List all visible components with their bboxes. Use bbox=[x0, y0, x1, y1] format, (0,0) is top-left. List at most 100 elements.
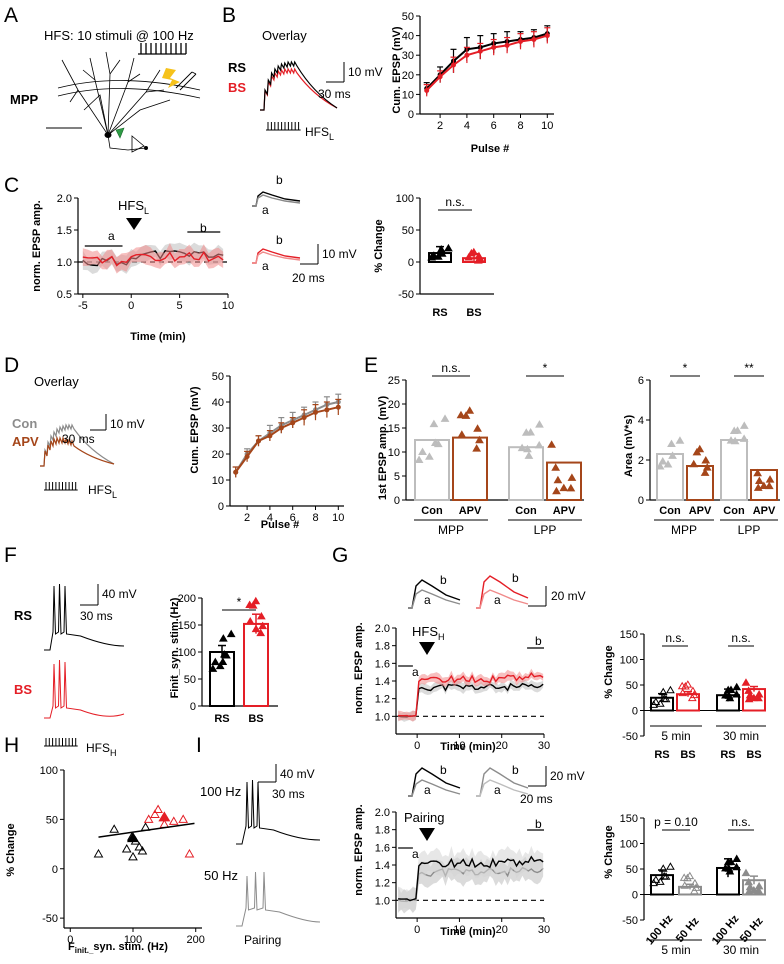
data-point bbox=[414, 455, 424, 463]
data-point bbox=[566, 483, 576, 492]
stim-arrow-icon bbox=[126, 218, 142, 230]
y-tick-label: 1.2 bbox=[375, 694, 390, 706]
data-point bbox=[290, 420, 296, 426]
scale-20mv: 20 mV bbox=[551, 589, 586, 603]
y-tick-label: 1.0 bbox=[57, 257, 72, 269]
group-label: 30 min bbox=[723, 729, 759, 743]
data-point bbox=[666, 862, 675, 870]
bs-label: BS bbox=[14, 682, 32, 697]
apv-label: APV bbox=[12, 434, 39, 449]
data-point bbox=[518, 38, 523, 44]
y-tick-label: 10 bbox=[388, 447, 400, 459]
data-point bbox=[702, 463, 712, 471]
y-tick-label: 0 bbox=[408, 257, 414, 269]
y-tick-label: 4 bbox=[638, 415, 644, 427]
x-tick-label: 4 bbox=[464, 120, 470, 132]
data-point bbox=[256, 438, 261, 444]
data-point bbox=[244, 454, 250, 460]
data-point bbox=[732, 682, 742, 691]
x-axis-label: Time (min) bbox=[440, 741, 496, 753]
category-label: APV bbox=[689, 505, 712, 517]
y-tick-label: 0 bbox=[632, 706, 638, 718]
data-point bbox=[745, 690, 755, 699]
bs-label: BS bbox=[228, 80, 246, 95]
data-point bbox=[436, 245, 446, 253]
category-label: Con bbox=[723, 505, 745, 517]
x-axis-label: Time (min) bbox=[130, 331, 186, 343]
category-label: RS bbox=[654, 749, 669, 761]
y-tick-label: 10 bbox=[212, 475, 224, 487]
data-point bbox=[679, 873, 689, 881]
overlay-label: Overlay bbox=[34, 374, 79, 389]
data-point bbox=[741, 868, 751, 877]
data-point bbox=[666, 685, 675, 694]
data-point bbox=[701, 455, 711, 464]
y-tick-label: 5 bbox=[394, 471, 400, 483]
data-point bbox=[424, 87, 430, 93]
data-point bbox=[741, 678, 751, 686]
trace-apv bbox=[40, 435, 115, 467]
scale-40mv: 40 mV bbox=[280, 767, 315, 781]
data-point bbox=[764, 481, 774, 490]
data-point bbox=[754, 886, 763, 894]
data-point bbox=[688, 686, 698, 695]
category-label: BS bbox=[466, 307, 481, 319]
data-point bbox=[465, 406, 475, 414]
data-point bbox=[134, 842, 145, 851]
y-tick-label: 100 bbox=[178, 647, 196, 659]
scale-10mv: 10 mV bbox=[322, 247, 357, 261]
scale-bar bbox=[528, 586, 547, 607]
data-point bbox=[732, 854, 742, 862]
bar bbox=[508, 446, 544, 502]
y-tick-label: 1.5 bbox=[57, 225, 72, 237]
y-tick-label: 0 bbox=[638, 495, 644, 507]
y-axis-label: Cum. EPSP (mV) bbox=[391, 26, 403, 114]
scale-30ms: 30 ms bbox=[80, 609, 113, 623]
hfs-protocol-title: HFS: 10 stimuli @ 100 Hz bbox=[44, 28, 194, 43]
data-point bbox=[457, 430, 467, 438]
data-point bbox=[278, 425, 284, 431]
data-point bbox=[222, 650, 231, 659]
spike-trace-100hz bbox=[236, 779, 321, 845]
data-point bbox=[723, 685, 733, 694]
x-tick-label: 0 bbox=[128, 300, 134, 312]
y-tick-label: -50 bbox=[398, 289, 414, 301]
data-point bbox=[233, 469, 239, 475]
data-point bbox=[137, 845, 148, 855]
scale-bar bbox=[326, 62, 345, 83]
y-tick-label: 50 bbox=[46, 814, 58, 826]
data-point bbox=[723, 857, 733, 866]
data-point bbox=[251, 596, 261, 605]
x-tick-label: 10 bbox=[222, 300, 234, 312]
group-label: 5 min bbox=[661, 943, 690, 957]
data-point bbox=[473, 256, 483, 264]
spike-trace-50hz bbox=[236, 871, 321, 927]
y-tick-label: 0 bbox=[394, 495, 400, 507]
data-point bbox=[504, 42, 510, 48]
trace-rs bbox=[260, 60, 338, 111]
data-point bbox=[433, 439, 443, 448]
panel-g: b a b a 20 mV 1.0 1.2 1.4 1.6 1.8 2.0 0 10 20 30 … bbox=[353, 571, 766, 761]
y-tick-label: -50 bbox=[622, 731, 638, 743]
scale-bar bbox=[258, 764, 277, 783]
panel-c: 0.51.01.52.0-5 0 5 10 norm. EPSP amp. Time … bbox=[31, 173, 494, 343]
chart-g-time-course: 1.0 1.2 1.4 1.6 1.8 2.0 0 10 20 30 bbox=[375, 623, 550, 752]
y-axis-label: norm. EPSP amp. bbox=[31, 200, 43, 292]
data-point bbox=[668, 451, 677, 459]
category-label: APV bbox=[753, 505, 776, 517]
y-tick-label: 100 bbox=[40, 765, 58, 777]
scale-30ms: 30 ms bbox=[272, 787, 305, 801]
trace-b-label: b bbox=[440, 573, 447, 587]
chart-d-cum-epsp: 0 10 20 30 40 50 2 4 6 8 10 bbox=[212, 371, 345, 524]
x-axis-label: Pulse # bbox=[261, 519, 300, 531]
y-axis-label: Cum. EPSP (mV) bbox=[189, 386, 201, 474]
mean-line-bs bbox=[398, 672, 544, 718]
chart-c-pct-change: -50 0 50 100 RS BS n.s. bbox=[396, 193, 494, 319]
example-traces bbox=[408, 575, 529, 609]
x-tick-label: 10 bbox=[453, 740, 465, 752]
category-label: RS bbox=[720, 749, 735, 761]
data-point bbox=[440, 414, 450, 422]
scale-bar bbox=[528, 766, 547, 787]
y-axis-label: % Change bbox=[373, 219, 385, 272]
category-label: BS bbox=[248, 713, 263, 725]
